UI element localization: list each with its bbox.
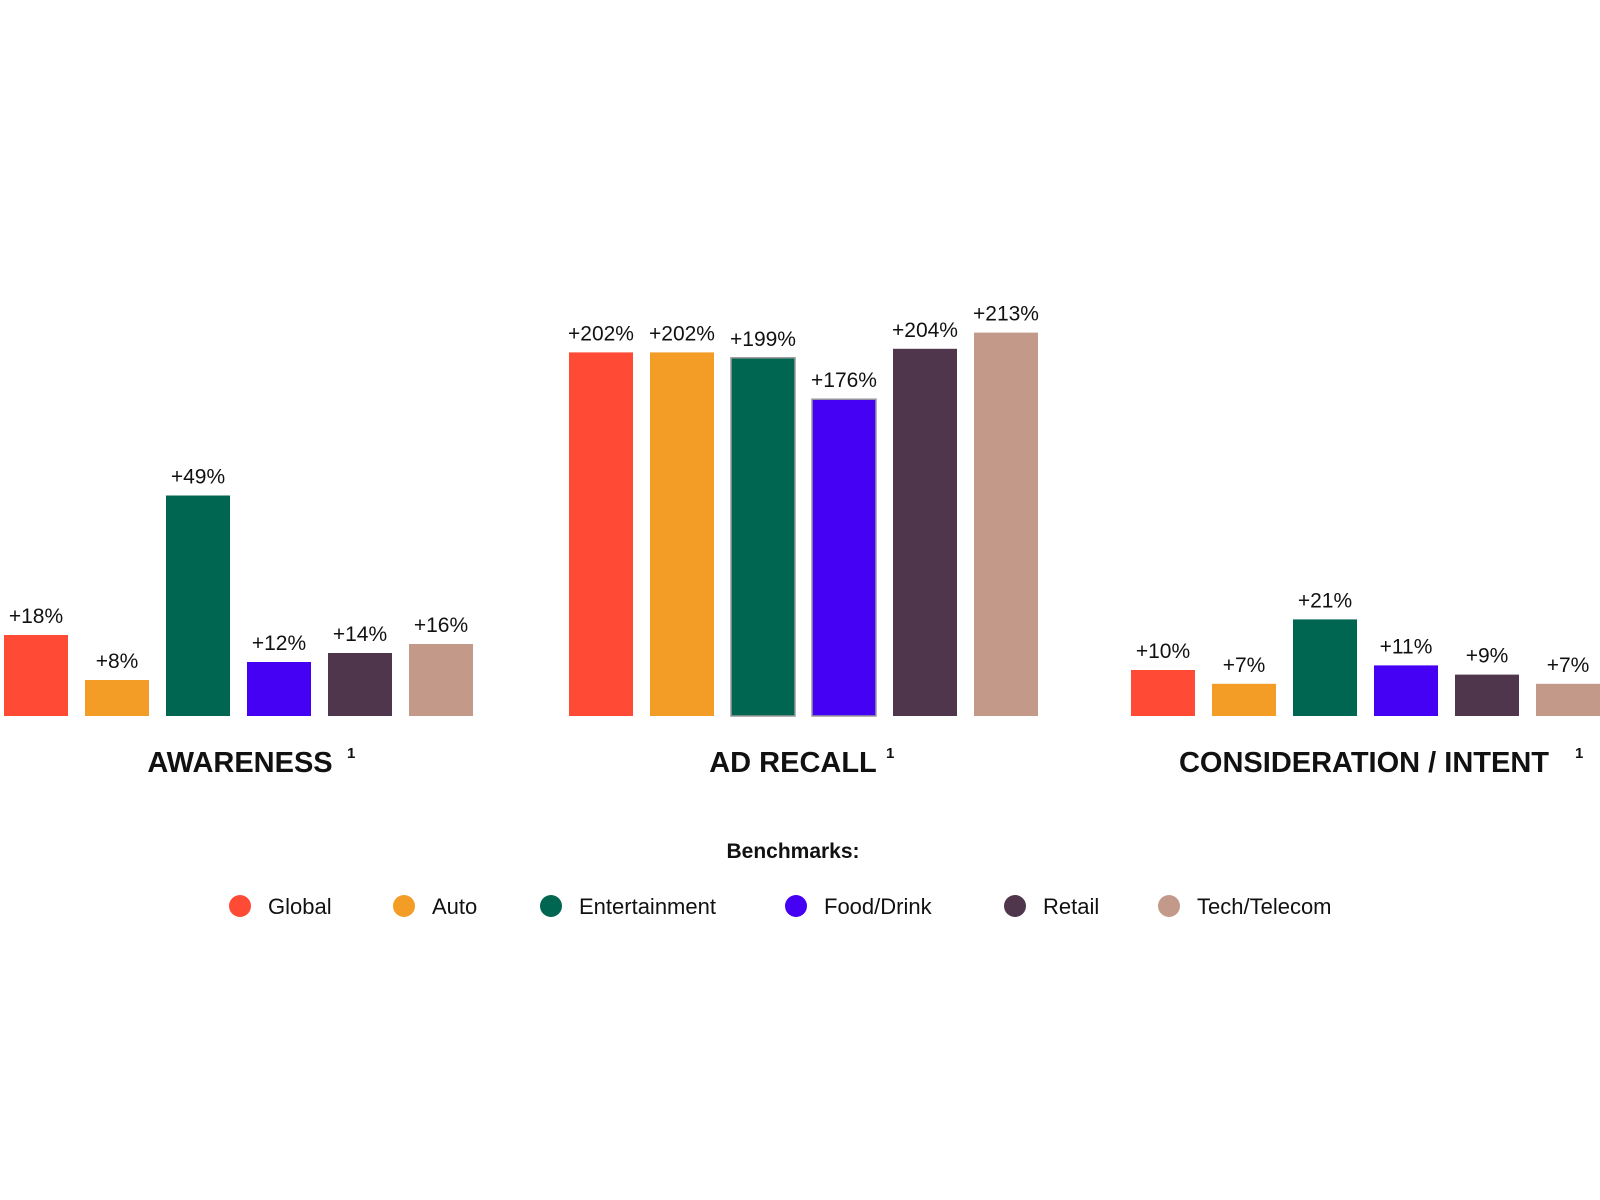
legend-label-tech-telecom: Tech/Telecom bbox=[1197, 894, 1332, 919]
value-label-ad-recall-auto: +202% bbox=[649, 322, 715, 345]
legend-swatch-global bbox=[229, 895, 251, 917]
bar-ad-recall-food-drink bbox=[811, 398, 877, 717]
group-title-awareness: AWARENESS bbox=[147, 747, 332, 779]
bars-layer bbox=[4, 332, 1600, 717]
bar-ad-recall-tech-telecom bbox=[974, 332, 1038, 716]
value-label-awareness-tech-telecom: +16% bbox=[414, 614, 468, 637]
legend-label-food-drink: Food/Drink bbox=[824, 894, 933, 919]
value-label-awareness-food-drink: +12% bbox=[252, 632, 306, 655]
bar-awareness-auto bbox=[85, 680, 149, 716]
bar-awareness-tech-telecom bbox=[409, 644, 473, 716]
value-label-awareness-entertainment: +49% bbox=[171, 466, 225, 489]
value-label-ad-recall-retail: +204% bbox=[892, 319, 958, 342]
legend-item-entertainment: Entertainment bbox=[540, 894, 716, 919]
legend-swatch-tech-telecom bbox=[1158, 895, 1180, 917]
value-label-ad-recall-tech-telecom: +213% bbox=[973, 303, 1039, 326]
bar-consideration-intent-auto bbox=[1212, 683, 1276, 716]
bar-consideration-intent-food-drink bbox=[1374, 665, 1438, 716]
bar-ad-recall-retail bbox=[893, 348, 957, 716]
bar-ad-recall-auto bbox=[650, 352, 714, 716]
group-footnote-ad-recall: 1 bbox=[886, 745, 894, 762]
legend-item-tech-telecom: Tech/Telecom bbox=[1158, 894, 1332, 919]
legend-title: Benchmarks: bbox=[726, 840, 859, 863]
group-title-consideration-intent: CONSIDERATION / INTENT bbox=[1179, 747, 1549, 779]
legend-swatch-food-drink bbox=[785, 895, 807, 917]
value-label-awareness-retail: +14% bbox=[333, 623, 387, 646]
value-label-consideration-intent-auto: +7% bbox=[1223, 654, 1266, 677]
bar-awareness-entertainment bbox=[166, 495, 230, 716]
legend-label-entertainment: Entertainment bbox=[579, 894, 716, 919]
legend-item-global: Global bbox=[229, 894, 332, 919]
bar-ad-recall-entertainment bbox=[730, 357, 796, 717]
value-label-ad-recall-entertainment: +199% bbox=[730, 328, 796, 351]
value-label-consideration-intent-tech-telecom: +7% bbox=[1547, 654, 1590, 677]
legend-item-food-drink: Food/Drink bbox=[785, 894, 933, 919]
value-label-consideration-intent-global: +10% bbox=[1136, 640, 1190, 663]
value-label-awareness-global: +18% bbox=[9, 605, 63, 628]
legend: Global Auto Entertainment Food/Drink Ret… bbox=[229, 894, 1332, 919]
legend-swatch-entertainment bbox=[540, 895, 562, 917]
value-label-consideration-intent-entertainment: +21% bbox=[1298, 589, 1352, 612]
value-label-consideration-intent-retail: +9% bbox=[1466, 645, 1509, 668]
value-label-awareness-auto: +8% bbox=[96, 650, 139, 673]
bar-consideration-intent-entertainment bbox=[1293, 619, 1357, 716]
legend-swatch-auto bbox=[393, 895, 415, 917]
value-labels-layer: +18% +8% +49% +12% +14% +16% +202% +202% +199% +1… bbox=[9, 303, 1589, 677]
legend-item-retail: Retail bbox=[1004, 894, 1099, 919]
legend-item-auto: Auto bbox=[393, 894, 477, 919]
legend-label-global: Global bbox=[268, 894, 332, 919]
value-label-ad-recall-global: +202% bbox=[568, 322, 634, 345]
legend-label-auto: Auto bbox=[432, 894, 477, 919]
bar-consideration-intent-tech-telecom bbox=[1536, 683, 1600, 716]
bar-awareness-retail bbox=[328, 653, 392, 716]
bar-ad-recall-global bbox=[569, 352, 633, 716]
value-label-ad-recall-food-drink: +176% bbox=[811, 369, 877, 392]
group-footnote-consideration-intent: 1 bbox=[1575, 745, 1583, 762]
bar-awareness-global bbox=[4, 635, 68, 716]
group-title-ad-recall: AD RECALL bbox=[709, 747, 877, 779]
legend-swatch-retail bbox=[1004, 895, 1026, 917]
bar-consideration-intent-retail bbox=[1455, 674, 1519, 716]
legend-label-retail: Retail bbox=[1043, 894, 1099, 919]
group-footnote-awareness: 1 bbox=[347, 745, 355, 762]
bar-awareness-food-drink bbox=[247, 662, 311, 716]
bar-consideration-intent-global bbox=[1131, 670, 1195, 716]
value-label-consideration-intent-food-drink: +11% bbox=[1380, 635, 1433, 658]
